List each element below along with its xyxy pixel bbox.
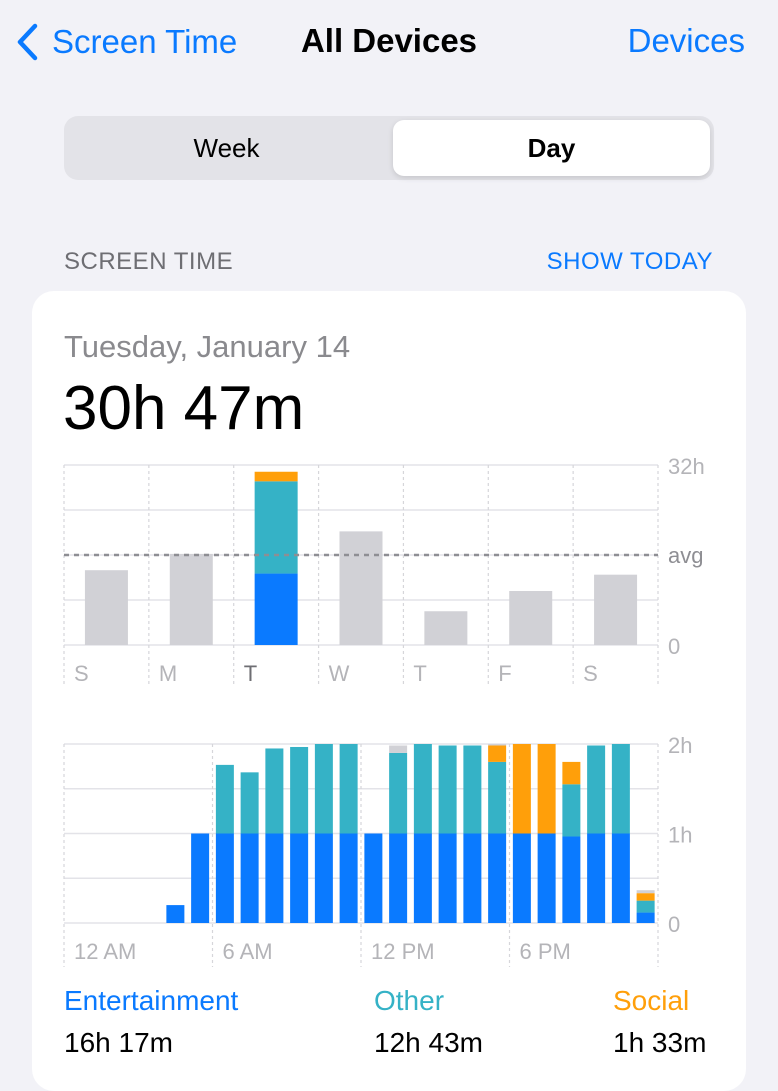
week-day-label: T bbox=[244, 661, 257, 686]
hour-bar-other bbox=[240, 772, 259, 834]
hour-bar-other bbox=[438, 745, 457, 834]
hour-x-label: 6 AM bbox=[223, 939, 273, 964]
hour-bar-other bbox=[611, 744, 630, 834]
week-bar bbox=[84, 570, 128, 645]
hour-bar-unclassified bbox=[488, 744, 507, 746]
hour-bar-social bbox=[636, 893, 655, 901]
hour-y-label-zero: 0 bbox=[668, 912, 680, 937]
hour-bar-other bbox=[562, 784, 581, 837]
back-button[interactable]: Screen Time bbox=[16, 20, 237, 64]
legend-social-name: Social bbox=[613, 985, 690, 1016]
hour-bar-unclassified bbox=[389, 745, 408, 753]
week-bar-selected-other bbox=[254, 481, 298, 574]
hour-bar-other bbox=[636, 900, 655, 913]
hour-bar-other bbox=[587, 745, 606, 834]
week-y-label-max: 32h bbox=[668, 454, 705, 479]
week-bar bbox=[424, 611, 468, 645]
legend-social-value: 1h 33m bbox=[613, 1027, 707, 1058]
legend-social: Social 1h 33m bbox=[613, 985, 706, 1059]
legend-other-name: Other bbox=[374, 985, 445, 1016]
hour-bar-entertainment bbox=[463, 833, 482, 923]
show-today-button[interactable]: SHOW TODAY bbox=[546, 248, 713, 275]
hour-bar-other bbox=[265, 748, 284, 834]
hour-bar-entertainment bbox=[339, 833, 358, 923]
hour-bar-unclassified bbox=[636, 890, 655, 894]
hour-y-label-max: 2h bbox=[668, 733, 692, 758]
week-day-label: M bbox=[159, 661, 177, 686]
hour-bar-entertainment bbox=[265, 833, 284, 923]
hour-bar-entertainment bbox=[488, 833, 507, 923]
hour-x-label: 12 AM bbox=[74, 939, 136, 964]
screen-time-card: Tuesday, January 14 30h 47m S M T W T F S 32h av… bbox=[32, 291, 746, 1091]
hour-bar-entertainment bbox=[413, 833, 432, 923]
week-day-label: F bbox=[498, 661, 511, 686]
usage-charts: S M T W T F S 32h avg 0 12 AM 6 AM 12 PM 6 PM 2h 1h 0 bbox=[63, 454, 705, 967]
hour-bar-other bbox=[290, 746, 309, 834]
hour-bar-entertainment bbox=[215, 833, 234, 923]
legend-other: Other 12h 43m bbox=[374, 985, 483, 1059]
segment-day[interactable]: Day bbox=[393, 120, 710, 176]
hour-bar-entertainment bbox=[240, 833, 259, 923]
hour-bar-social bbox=[537, 744, 556, 834]
hour-bar-entertainment bbox=[512, 833, 531, 923]
hour-bar-entertainment bbox=[537, 833, 556, 923]
week-day-label: S bbox=[583, 661, 598, 686]
hour-bar-entertainment bbox=[389, 833, 408, 923]
hour-x-label: 6 PM bbox=[520, 939, 571, 964]
week-day-label: W bbox=[329, 661, 350, 686]
hour-y-label-mid: 1h bbox=[668, 823, 692, 848]
hour-bar-other bbox=[463, 745, 482, 834]
total-screen-time: 30h 47m bbox=[63, 374, 305, 443]
week-bar-selected-social bbox=[254, 471, 298, 482]
week-bar-selected-entertainment bbox=[254, 573, 298, 645]
chevron-left-icon bbox=[17, 23, 38, 61]
legend-entertainment-value: 16h 17m bbox=[64, 1027, 173, 1058]
hour-bar-entertainment bbox=[438, 833, 457, 923]
hour-bar-other bbox=[488, 761, 507, 834]
legend-other-value: 12h 43m bbox=[374, 1027, 483, 1058]
hour-bar-entertainment bbox=[611, 833, 630, 923]
week-y-label-avg: avg bbox=[668, 543, 703, 568]
back-label: Screen Time bbox=[52, 23, 238, 60]
week-day-label: T bbox=[413, 661, 426, 686]
hour-bar-other bbox=[314, 744, 333, 834]
hour-bar-social bbox=[512, 744, 531, 834]
hour-bar-entertainment bbox=[290, 833, 309, 923]
hour-bar-entertainment bbox=[587, 833, 606, 923]
hour-bar-entertainment bbox=[636, 912, 655, 923]
hour-bar-entertainment bbox=[166, 905, 185, 923]
hour-bar-other bbox=[413, 744, 432, 834]
hour-bar-other bbox=[389, 752, 408, 834]
hour-bar-entertainment bbox=[314, 833, 333, 923]
week-day-label: S bbox=[74, 661, 89, 686]
devices-button[interactable]: Devices bbox=[627, 22, 745, 59]
hour-bar-entertainment bbox=[562, 836, 581, 923]
page-title: All Devices bbox=[300, 22, 478, 59]
week-bar bbox=[339, 531, 383, 645]
segment-week[interactable]: Week bbox=[193, 132, 260, 163]
hour-x-label: 12 PM bbox=[371, 939, 435, 964]
hour-bar-social bbox=[562, 761, 581, 785]
hour-bar-social bbox=[488, 745, 507, 762]
selected-date: Tuesday, January 14 bbox=[64, 329, 351, 364]
week-bar bbox=[169, 553, 213, 645]
navigation-bar: Screen Time All Devices Devices bbox=[0, 0, 778, 84]
hour-bar-other bbox=[215, 764, 234, 834]
legend-entertainment-name: Entertainment bbox=[64, 985, 239, 1016]
week-bar bbox=[509, 591, 553, 645]
legend-entertainment: Entertainment 16h 17m bbox=[64, 985, 238, 1059]
period-segmented-control: Week Day bbox=[64, 116, 714, 180]
hour-bar-entertainment bbox=[364, 833, 383, 923]
hour-bar-entertainment bbox=[191, 833, 210, 923]
hour-bar-other bbox=[339, 744, 358, 834]
week-y-label-zero: 0 bbox=[668, 634, 680, 659]
section-header: SCREEN TIME bbox=[64, 248, 234, 275]
week-bar bbox=[594, 574, 638, 645]
